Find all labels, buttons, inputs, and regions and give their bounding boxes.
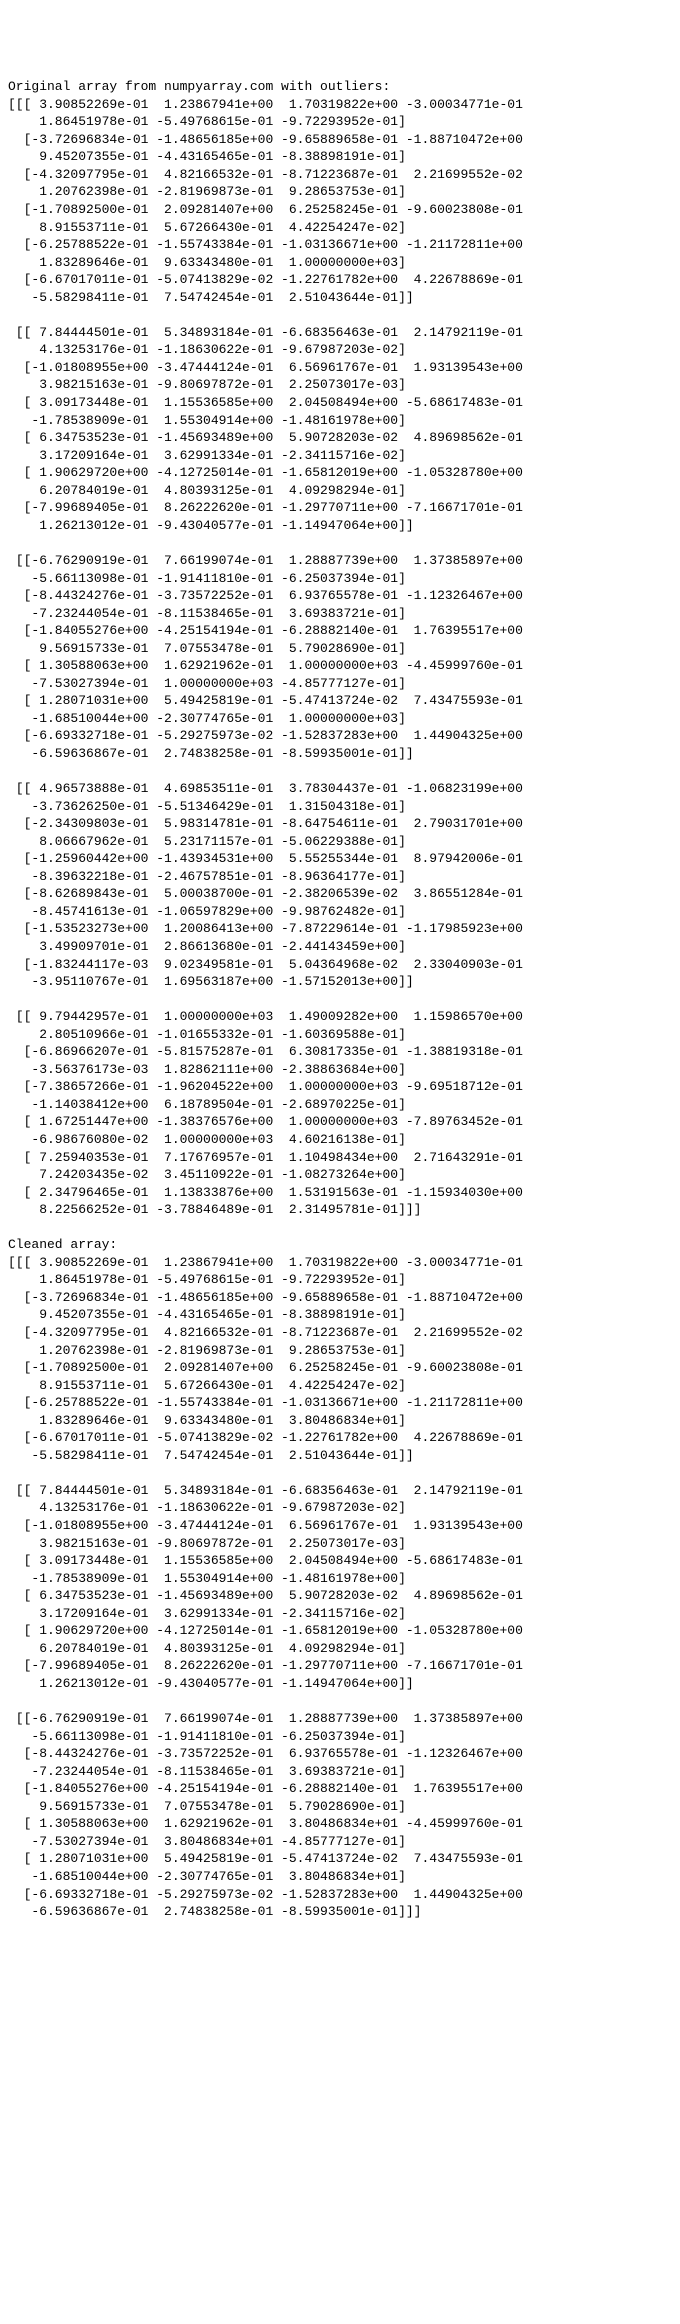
console-output: Original array from numpyarray.com with … <box>8 78 672 1920</box>
